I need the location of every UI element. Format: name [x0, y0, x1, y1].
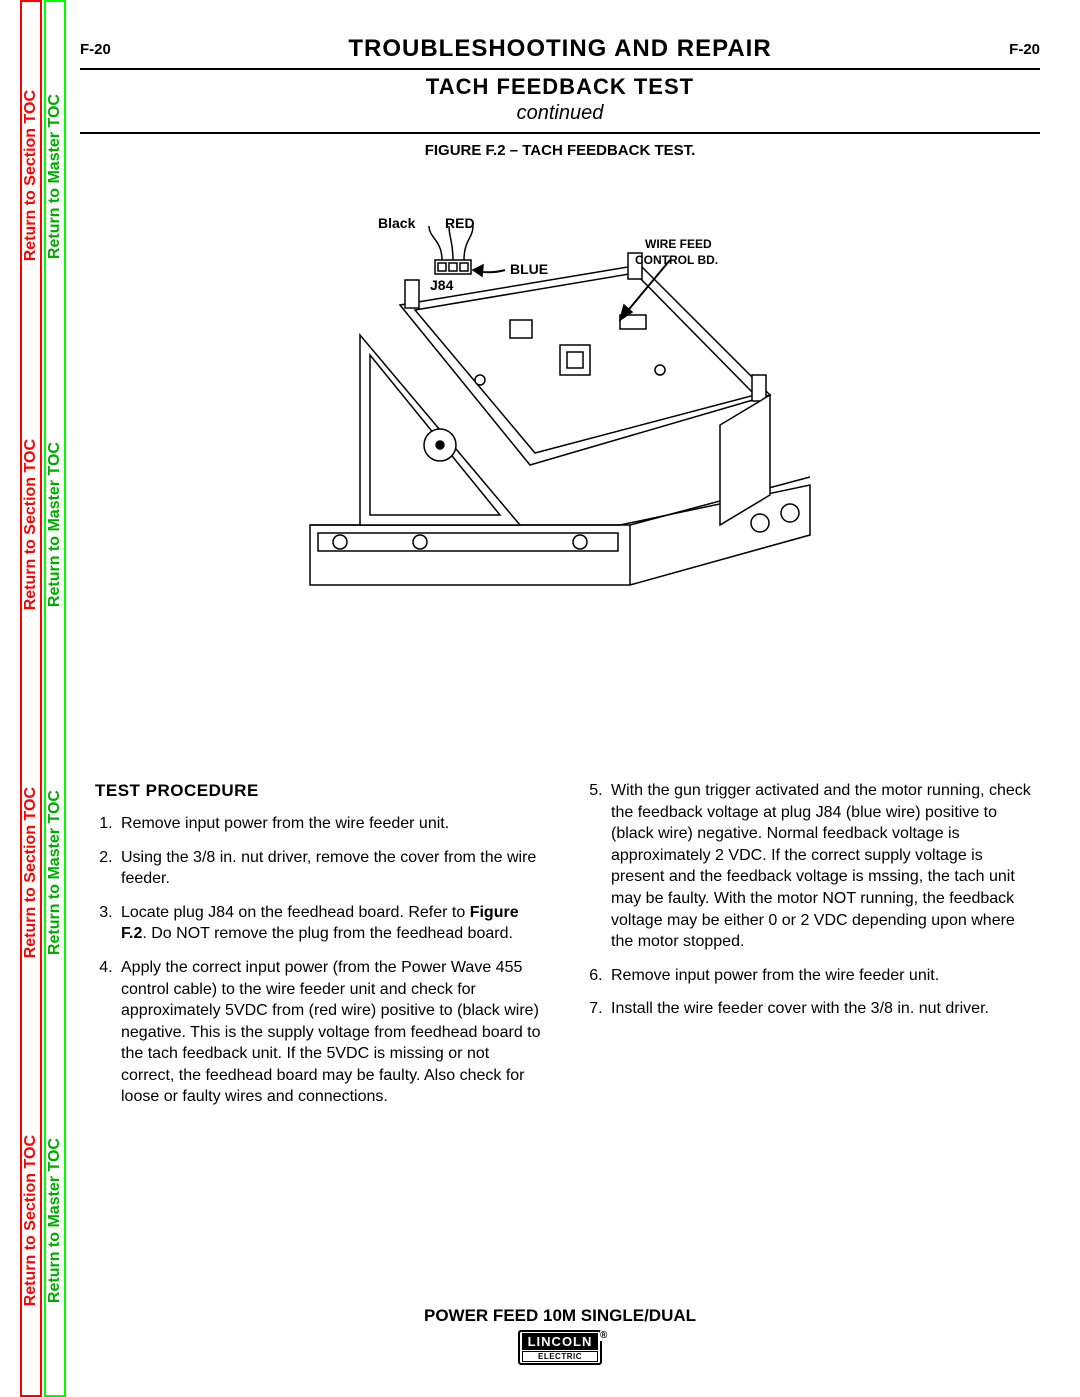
- section-title: TROUBLESHOOTING AND REPAIR: [130, 35, 990, 63]
- procedure-step: Remove input power from the wire feeder …: [117, 813, 545, 835]
- figure-label-blue: BLUE: [510, 261, 548, 277]
- master-toc-link[interactable]: Return to Master TOC: [46, 350, 64, 698]
- procedure-step: With the gun trigger activated and the m…: [607, 780, 1035, 953]
- master-toc-column: Return to Master TOC Return to Master TO…: [44, 0, 66, 1397]
- section-toc-link[interactable]: Return to Section TOC: [22, 2, 40, 350]
- side-tabs: Return to Section TOC Return to Section …: [20, 0, 66, 1397]
- figure-label-red: RED: [445, 215, 475, 231]
- section-toc-column: Return to Section TOC Return to Section …: [20, 0, 42, 1397]
- master-toc-link[interactable]: Return to Master TOC: [46, 699, 64, 1047]
- body-columns: TEST PROCEDURE Remove input power from t…: [95, 780, 1035, 1277]
- master-toc-link[interactable]: Return to Master TOC: [46, 2, 64, 350]
- product-name: POWER FEED 10M SINGLE/DUAL: [80, 1306, 1040, 1326]
- header-row: F-20 TROUBLESHOOTING AND REPAIR F-20: [80, 35, 1040, 63]
- section-toc-link[interactable]: Return to Section TOC: [22, 350, 40, 698]
- rule: [80, 132, 1040, 134]
- registered-mark: ®: [600, 1331, 608, 1341]
- procedure-step: Apply the correct input power (from the …: [117, 957, 545, 1108]
- test-title: TACH FEEDBACK TEST: [80, 74, 1040, 100]
- figure-label-controlbd: CONTROL BD.: [635, 253, 718, 267]
- section-toc-link[interactable]: Return to Section TOC: [22, 1047, 40, 1395]
- figure-label-black: Black: [378, 215, 415, 231]
- procedure-step: Remove input power from the wire feeder …: [607, 965, 1035, 987]
- figure-f2: Black RED BLUE J84 WIRE FEED CONTROL BD.: [300, 225, 820, 645]
- procedure-step: Install the wire feeder cover with the 3…: [607, 998, 1035, 1020]
- procedure-steps-left: Remove input power from the wire feeder …: [95, 813, 545, 1108]
- figure-caption: FIGURE F.2 – TACH FEEDBACK TEST.: [80, 142, 1040, 159]
- rule: [80, 68, 1040, 70]
- page-number-left: F-20: [80, 41, 130, 58]
- procedure-step: Using the 3/8 in. nut driver, remove the…: [117, 847, 545, 890]
- logo-bottom-text: ELECTRIC: [522, 1351, 599, 1362]
- procedure-heading: TEST PROCEDURE: [95, 780, 545, 803]
- continued-label: continued: [80, 102, 1040, 125]
- figure-label-wirefeed: WIRE FEED: [645, 237, 712, 251]
- procedure-step: Locate plug J84 on the feedhead board. R…: [117, 902, 545, 945]
- left-column: TEST PROCEDURE Remove input power from t…: [95, 780, 545, 1277]
- footer: POWER FEED 10M SINGLE/DUAL LINCOLN® ELEC…: [80, 1306, 1040, 1365]
- master-toc-link[interactable]: Return to Master TOC: [46, 1047, 64, 1395]
- procedure-steps-right: With the gun trigger activated and the m…: [585, 780, 1035, 1020]
- logo-top-text: LINCOLN: [528, 1334, 593, 1349]
- lincoln-logo-icon: LINCOLN® ELECTRIC: [518, 1330, 603, 1365]
- right-column: With the gun trigger activated and the m…: [585, 780, 1035, 1277]
- figure-label-j84: J84: [430, 277, 453, 293]
- page-number-right: F-20: [990, 41, 1040, 58]
- wire-feeder-diagram-icon: [300, 225, 820, 645]
- section-toc-link[interactable]: Return to Section TOC: [22, 699, 40, 1047]
